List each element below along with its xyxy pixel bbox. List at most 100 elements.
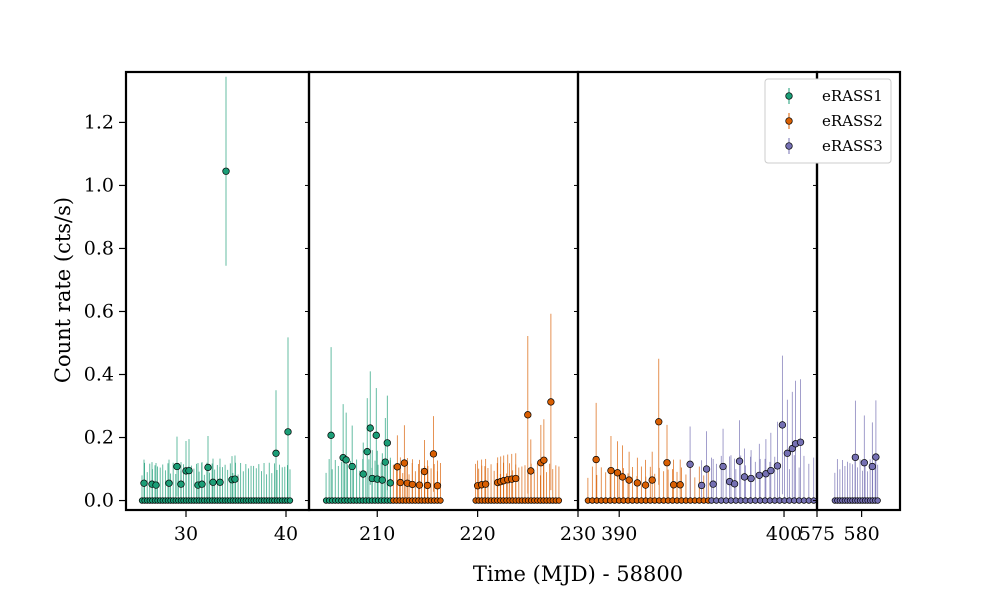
data-point-marker	[359, 470, 367, 478]
data-point-marker	[633, 479, 641, 487]
data-point-marker	[396, 478, 404, 487]
data-point-marker	[527, 467, 535, 475]
zero-point-marker	[286, 497, 294, 504]
zero-point-marker	[437, 497, 444, 504]
y-tick-label: 0.2	[84, 427, 114, 449]
legend-box	[764, 78, 892, 164]
legend-marker	[785, 117, 793, 125]
data-point-marker	[152, 481, 160, 489]
y-axis-title: Count rate (cts/s)	[51, 197, 75, 383]
data-point-marker	[755, 471, 763, 479]
data-point-marker	[216, 478, 224, 486]
data-point-marker	[173, 462, 181, 471]
data-point-marker	[420, 467, 429, 476]
y-tick-label: 0.6	[84, 300, 114, 322]
y-axis: 0.0 0.2 0.4 0.6 0.8 1.0 1.2	[84, 111, 817, 512]
data-point-marker	[860, 459, 868, 467]
data-point-marker	[719, 462, 727, 471]
y-tick-label: 0.0	[84, 490, 114, 512]
data-point-marker	[618, 473, 627, 481]
legend-label: eRASS3	[822, 137, 883, 155]
data-point-marker	[655, 418, 663, 426]
x-tick-label: 390	[601, 523, 637, 545]
data-point-marker	[383, 439, 391, 447]
x-tick-label: 230	[560, 523, 596, 545]
data-point-marker	[735, 457, 744, 465]
x-tick-label: 210	[359, 523, 395, 545]
data-point-marker	[372, 431, 380, 439]
data-point-marker	[386, 479, 394, 487]
data-point-marker	[796, 438, 805, 446]
data-point-marker	[433, 482, 442, 490]
data-point-marker	[231, 475, 239, 483]
legend-marker	[785, 92, 793, 100]
data-point-marker	[663, 459, 671, 467]
data-point-marker	[415, 481, 424, 489]
data-point-marker	[778, 421, 787, 429]
legend-label: eRASS1	[822, 87, 883, 105]
data-point-marker	[272, 449, 280, 457]
data-point-marker	[613, 469, 622, 477]
panel-frame	[307, 70, 580, 512]
data-point-marker	[747, 474, 755, 483]
data-point-marker	[709, 480, 717, 488]
data-point-marker	[686, 460, 694, 468]
data-point-marker	[767, 466, 775, 475]
data-point-marker	[872, 453, 880, 461]
x-tick-label: 30	[174, 523, 198, 545]
data-point-marker	[198, 480, 206, 488]
x-tick-label: 40	[274, 523, 298, 545]
data-point-marker	[423, 481, 432, 490]
data-point-marker	[669, 481, 678, 489]
data-point-marker	[641, 481, 650, 489]
data-point-marker	[327, 431, 335, 439]
data-point-marker	[140, 479, 148, 487]
data-point-marker	[400, 459, 409, 467]
data-point-marker	[697, 481, 706, 490]
x-tick-label: 580	[843, 523, 879, 545]
panel-frames	[124, 70, 902, 512]
y-tick-label: 0.8	[84, 237, 114, 259]
data-point-marker	[524, 411, 532, 419]
data-point-marker	[868, 462, 876, 471]
data-point-marker	[378, 476, 386, 484]
data-point-marker	[702, 465, 711, 473]
data-point-marker	[177, 480, 185, 488]
x-tick-label: 400	[766, 523, 802, 545]
data-point-marker	[547, 398, 555, 406]
data-point-marker	[393, 463, 401, 471]
data-point-marker	[381, 458, 389, 466]
panel-frame	[815, 70, 902, 512]
data-point-marker	[783, 449, 791, 457]
y-tick-label: 1.0	[84, 174, 114, 196]
data-point-marker	[366, 424, 374, 432]
legend: eRASS1 eRASS2 eRASS3	[764, 78, 892, 164]
data-point-marker	[342, 456, 350, 464]
data-point-marker	[348, 462, 356, 471]
data-point-marker	[592, 455, 600, 464]
data-point-marker	[209, 478, 217, 486]
data-point-marker	[676, 481, 684, 489]
x-tick-label: 220	[459, 523, 495, 545]
data-point-marker	[773, 462, 782, 470]
data-point-marker	[482, 480, 490, 488]
data-point-marker	[607, 466, 615, 475]
data-point-marker	[429, 450, 438, 458]
legend-marker	[785, 142, 793, 150]
data-point-marker	[740, 473, 749, 481]
data-point-marker	[730, 480, 739, 488]
legend-label: eRASS2	[822, 112, 883, 130]
data-markers	[138, 167, 881, 504]
data-point-marker	[204, 463, 212, 472]
data-point-marker	[625, 476, 633, 484]
data-point-marker	[185, 466, 193, 475]
y-tick-label: 0.4	[84, 364, 114, 386]
data-point-marker	[165, 479, 173, 487]
data-point-marker	[540, 456, 548, 464]
x-axis-title: Time (MJD) - 58800	[473, 562, 683, 586]
zero-point-marker	[874, 497, 881, 504]
x-tick-label: 575	[799, 523, 835, 545]
data-point-marker	[512, 474, 520, 483]
panel-frame	[124, 70, 311, 512]
